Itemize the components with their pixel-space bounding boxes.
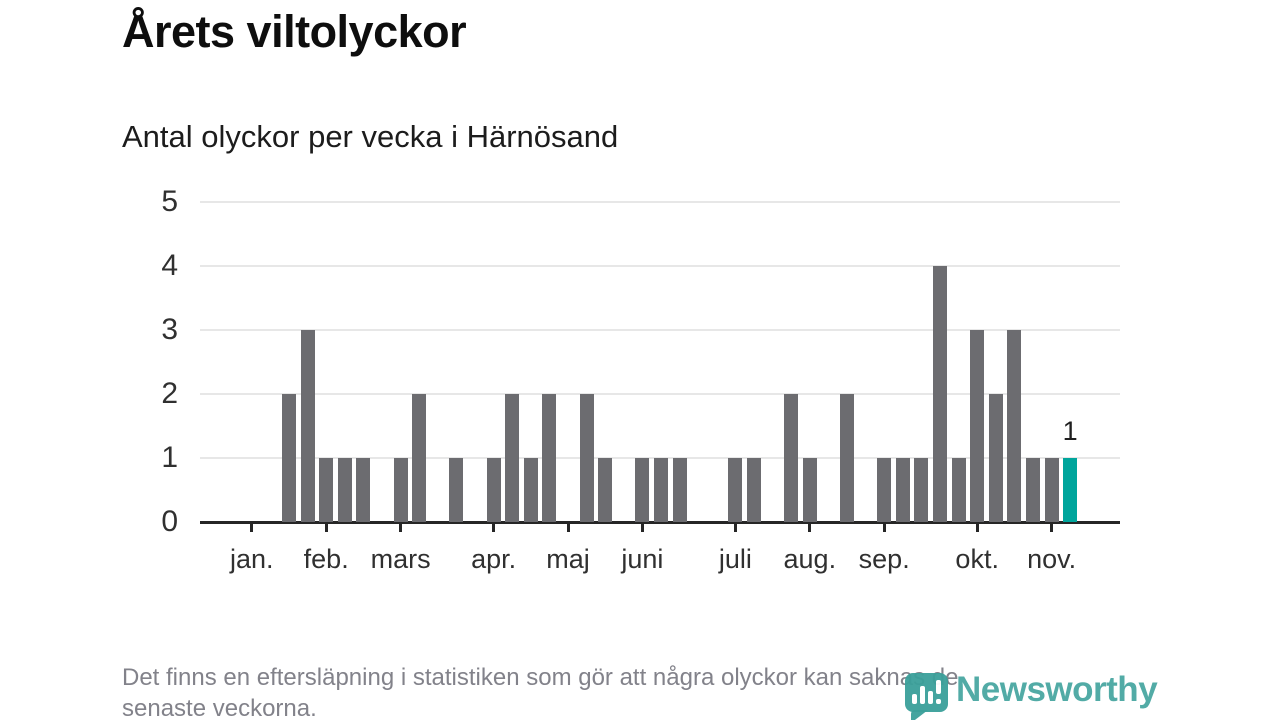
x-axis-label-juni: juni <box>621 544 664 574</box>
gridline-y-3 <box>200 329 1120 331</box>
bar-week-18 <box>523 458 538 522</box>
page-title: Årets viltolyckor <box>122 6 467 57</box>
logo-pin-tail <box>911 710 928 720</box>
bar-week-42 <box>970 330 985 522</box>
bar-week-41 <box>951 458 966 522</box>
bar-week-5 <box>282 394 296 522</box>
y-axis-label-0: 0 <box>161 505 178 538</box>
logo-bar-tall <box>920 686 925 704</box>
x-axis-label-maj: maj <box>546 544 590 574</box>
newsworthy-wordmark: Newsworthy <box>956 670 1158 709</box>
bar-week-8 <box>337 458 352 522</box>
bar-week-40 <box>933 266 947 522</box>
x-tick-feb <box>324 523 328 532</box>
bar-week-30 <box>747 458 761 522</box>
bar-week-16 <box>486 458 501 522</box>
x-tick-juni <box>640 523 644 532</box>
x-tick-aug <box>808 523 812 532</box>
logo-bar-medium <box>928 691 933 704</box>
bar-week-11 <box>393 458 408 522</box>
x-tick-mars <box>399 523 403 532</box>
chart-subtitle: Antal olyckor per vecka i Härnösand <box>122 119 619 154</box>
bar-week-46 <box>1044 458 1059 522</box>
bar-week-17 <box>505 394 520 522</box>
x-tick-okt <box>975 523 979 532</box>
x-axis-line <box>200 521 1120 524</box>
x-axis-label-apr: apr. <box>471 544 517 574</box>
x-axis-label-mars: mars <box>370 544 431 574</box>
footnote-line: senaste veckorna. <box>122 695 317 720</box>
footnote: Det finns en eftersläpning i statistiken… <box>122 662 958 720</box>
x-tick-maj <box>566 523 570 532</box>
y-axis-label-5: 5 <box>161 185 178 218</box>
bar-week-32 <box>784 394 799 522</box>
x-tick-jan <box>250 523 254 532</box>
bar-week-29 <box>728 458 743 522</box>
x-tick-juli <box>733 523 737 532</box>
x-axis-label-sep: sep. <box>858 544 910 574</box>
bar-week-14 <box>449 458 464 522</box>
y-axis-label-1: 1 <box>161 441 178 474</box>
bar-week-6 <box>300 330 315 522</box>
highlight-value-label: 1 <box>1062 416 1078 446</box>
x-tick-nov <box>1050 523 1054 532</box>
x-axis-label-feb: feb. <box>303 544 349 574</box>
footnote-line: Det finns en eftersläpning i statistiken… <box>122 664 959 691</box>
gridline-y-2 <box>200 393 1120 395</box>
bar-week-47 <box>1063 458 1078 522</box>
bar-week-38 <box>895 458 910 522</box>
bar-week-44 <box>1007 330 1022 522</box>
y-axis-label-3: 3 <box>161 313 178 346</box>
bar-week-21 <box>579 394 594 522</box>
bar-week-22 <box>598 458 613 522</box>
y-axis-label-4: 4 <box>161 249 178 282</box>
bar-week-26 <box>672 458 687 522</box>
bar-week-35 <box>840 394 854 522</box>
bar-week-24 <box>635 458 650 522</box>
bar-week-7 <box>319 458 334 522</box>
gridline-y-4 <box>200 265 1120 267</box>
x-axis-label-juli: juli <box>718 544 752 574</box>
gridline-y-5 <box>200 201 1120 203</box>
bar-chart-pin-icon <box>905 673 948 712</box>
bar-week-9 <box>356 458 371 522</box>
bar-week-39 <box>914 458 929 522</box>
bar-week-37 <box>877 458 892 522</box>
logo-exclamation-line <box>936 680 941 694</box>
x-axis-label-aug: aug. <box>783 544 837 574</box>
bar-week-33 <box>802 458 817 522</box>
bar-week-43 <box>988 394 1003 522</box>
bar-week-25 <box>654 458 668 522</box>
x-axis-label-nov: nov. <box>1027 544 1077 574</box>
x-tick-apr <box>492 523 496 532</box>
x-tick-sep <box>882 523 886 532</box>
y-axis-label-2: 2 <box>161 377 178 410</box>
x-axis-label-jan: jan. <box>230 544 274 574</box>
bar-week-19 <box>542 394 557 522</box>
bar-week-45 <box>1026 458 1040 522</box>
x-axis-label-okt: okt. <box>955 544 999 574</box>
logo-exclamation-dot <box>936 699 941 704</box>
bar-week-12 <box>412 394 427 522</box>
logo-bar-small <box>912 694 917 704</box>
